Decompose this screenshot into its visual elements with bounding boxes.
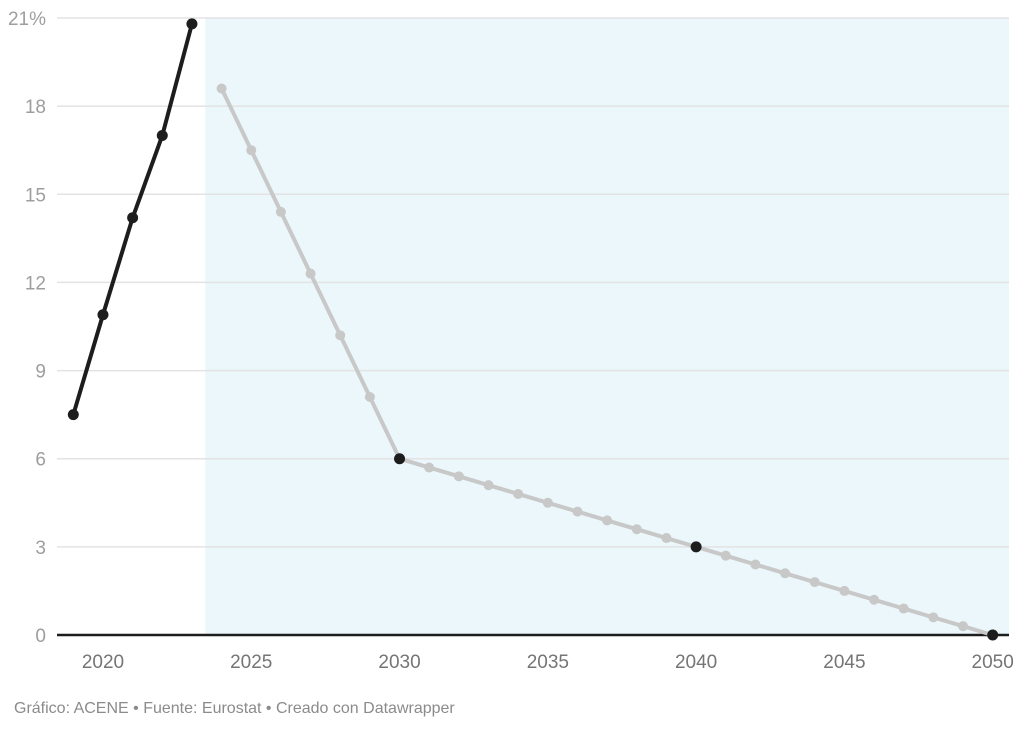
y-axis-tick-label: 21% xyxy=(8,9,46,30)
projection-data-point xyxy=(483,480,494,491)
projection-emphasis-point xyxy=(394,453,406,465)
projection-data-point xyxy=(572,506,583,517)
projection-data-point xyxy=(335,330,346,341)
projection-data-point xyxy=(453,471,464,482)
projection-data-point xyxy=(958,621,969,632)
projection-data-point xyxy=(513,488,524,499)
projection-data-point xyxy=(869,594,880,605)
x-axis-tick-label: 2045 xyxy=(823,652,865,673)
y-axis-tick-label: 6 xyxy=(35,450,46,471)
projection-data-point xyxy=(275,206,286,217)
projection-data-point xyxy=(424,462,435,473)
projection-emphasis-point xyxy=(987,629,999,641)
projection-data-point xyxy=(928,612,939,623)
projection-data-point xyxy=(305,268,316,279)
projection-data-point xyxy=(542,497,553,508)
y-axis-tick-label: 15 xyxy=(25,185,46,206)
observed-data-point xyxy=(67,409,79,421)
chart-attribution: Gráfico: ACENE • Fuente: Eurostat • Crea… xyxy=(14,700,455,717)
observed-data-point xyxy=(186,18,198,30)
projection-data-point xyxy=(631,524,642,535)
projection-data-point xyxy=(750,559,761,570)
y-axis-tick-label: 12 xyxy=(25,273,46,294)
x-axis-tick-label: 2050 xyxy=(972,652,1014,673)
projection-highlight-band xyxy=(205,18,1009,635)
projection-data-point xyxy=(780,568,791,579)
x-axis-tick-label: 2030 xyxy=(378,652,420,673)
x-axis-tick-label: 2025 xyxy=(230,652,272,673)
projection-data-point xyxy=(216,83,227,94)
observed-data-point xyxy=(156,130,168,142)
x-axis-tick-label: 2040 xyxy=(675,652,717,673)
projection-data-point xyxy=(720,550,731,561)
projection-data-point xyxy=(246,145,257,156)
observed-data-point xyxy=(127,212,139,224)
y-axis-tick-label: 9 xyxy=(35,362,46,383)
projection-data-point xyxy=(839,585,850,596)
projection-data-point xyxy=(364,392,375,403)
projection-data-point xyxy=(661,533,672,544)
line-chart: 0 3 6 9 12 15 18 21% 2020 2025 2030 2035 2040 2045 205… xyxy=(8,9,1014,673)
projection-emphasis-point xyxy=(690,541,702,553)
y-axis-tick-label: 18 xyxy=(25,97,46,118)
projection-data-point xyxy=(809,577,820,588)
y-axis-tick-label: 3 xyxy=(35,538,46,559)
x-axis-tick-label: 2035 xyxy=(527,652,569,673)
observed-data-point xyxy=(97,309,109,321)
x-axis-tick-label: 2020 xyxy=(82,652,124,673)
y-axis-tick-label: 0 xyxy=(35,626,46,647)
projection-data-point xyxy=(898,603,909,614)
projection-data-point xyxy=(602,515,613,526)
